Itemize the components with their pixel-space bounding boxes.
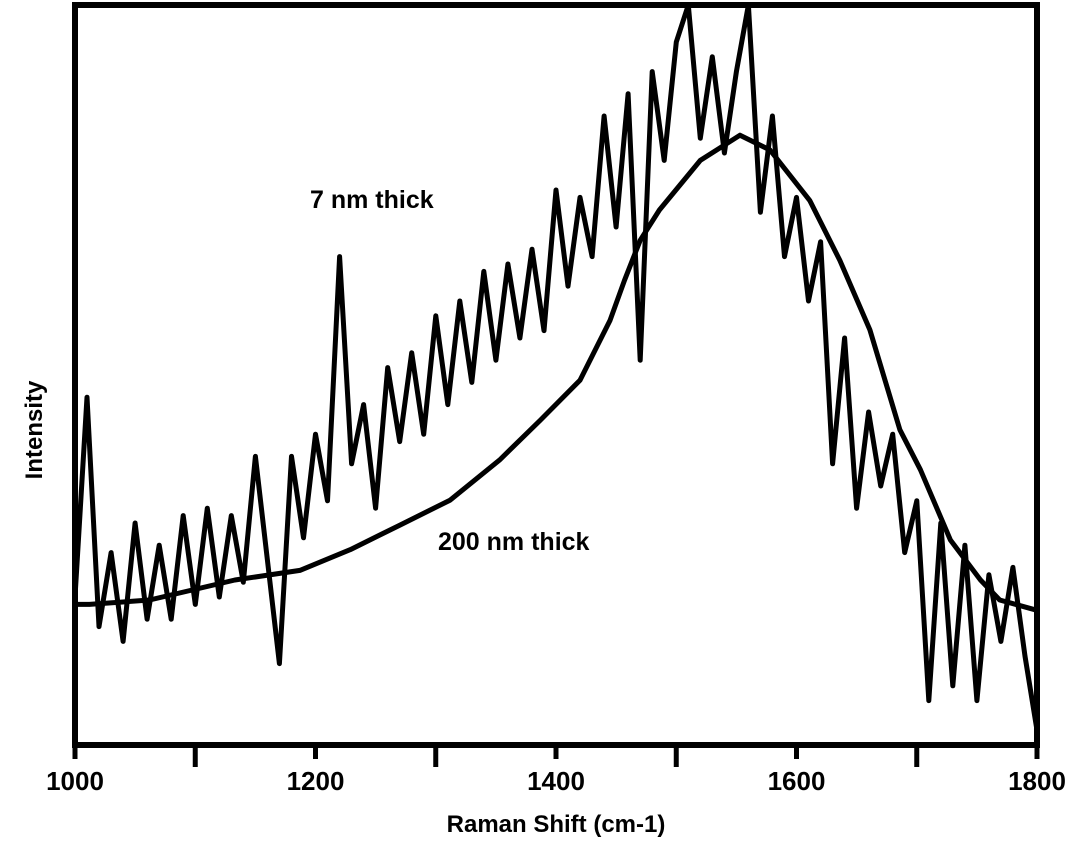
x-tick-label: 1000 [46, 766, 104, 796]
x-tick-label: 1800 [1008, 766, 1066, 796]
annotation-7nm: 7 nm thick [310, 186, 434, 214]
series-7nm-line [72, 2, 1040, 731]
annotation-200nm: 200 nm thick [438, 528, 590, 556]
y-axis-title: Intensity [21, 380, 48, 479]
x-ticks: 1000 1200 1400 1600 1800 [46, 745, 1066, 796]
series-200nm-line [75, 132, 1038, 613]
x-axis-title: Raman Shift (cm-1) [447, 811, 666, 838]
x-tick-label: 1600 [768, 766, 826, 796]
x-tick-label: 1400 [527, 766, 585, 796]
series-layer [72, 2, 1040, 731]
plot-frame [72, 2, 1040, 748]
x-tick-label: 1200 [287, 766, 345, 796]
